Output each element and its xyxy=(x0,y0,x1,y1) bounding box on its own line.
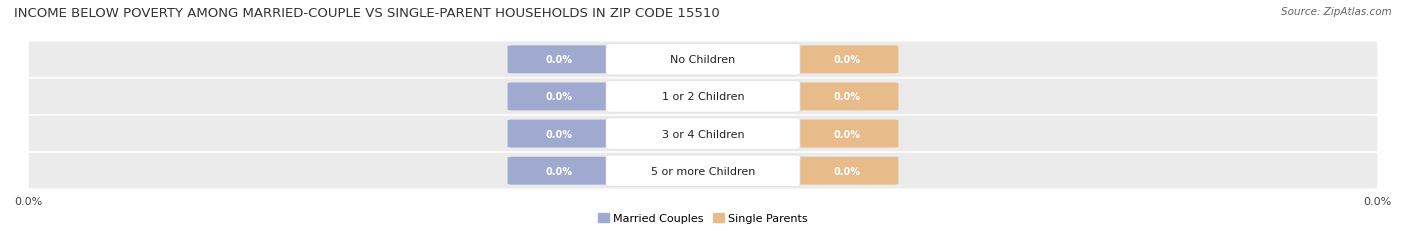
FancyBboxPatch shape xyxy=(796,120,898,148)
Text: 0.0%: 0.0% xyxy=(834,55,860,65)
Text: 0.0%: 0.0% xyxy=(1364,196,1392,206)
FancyBboxPatch shape xyxy=(508,120,610,148)
Text: 0.0%: 0.0% xyxy=(14,196,42,206)
FancyBboxPatch shape xyxy=(508,157,610,185)
Text: 0.0%: 0.0% xyxy=(546,129,572,139)
Text: 0.0%: 0.0% xyxy=(834,166,860,176)
FancyBboxPatch shape xyxy=(28,79,1378,116)
Text: 1 or 2 Children: 1 or 2 Children xyxy=(662,92,744,102)
FancyBboxPatch shape xyxy=(508,83,610,111)
Text: 5 or more Children: 5 or more Children xyxy=(651,166,755,176)
Text: 0.0%: 0.0% xyxy=(546,166,572,176)
FancyBboxPatch shape xyxy=(28,42,1378,79)
FancyBboxPatch shape xyxy=(796,46,898,74)
Text: No Children: No Children xyxy=(671,55,735,65)
FancyBboxPatch shape xyxy=(606,118,800,150)
FancyBboxPatch shape xyxy=(28,116,1378,152)
Text: 0.0%: 0.0% xyxy=(834,129,860,139)
Text: 0.0%: 0.0% xyxy=(546,92,572,102)
FancyBboxPatch shape xyxy=(606,81,800,113)
FancyBboxPatch shape xyxy=(28,152,1378,189)
FancyBboxPatch shape xyxy=(796,157,898,185)
Text: 0.0%: 0.0% xyxy=(546,55,572,65)
Legend: Married Couples, Single Parents: Married Couples, Single Parents xyxy=(596,211,810,225)
FancyBboxPatch shape xyxy=(508,46,610,74)
Text: 0.0%: 0.0% xyxy=(834,92,860,102)
Text: Source: ZipAtlas.com: Source: ZipAtlas.com xyxy=(1281,7,1392,17)
FancyBboxPatch shape xyxy=(796,83,898,111)
FancyBboxPatch shape xyxy=(606,44,800,76)
FancyBboxPatch shape xyxy=(606,155,800,187)
Text: 3 or 4 Children: 3 or 4 Children xyxy=(662,129,744,139)
Text: INCOME BELOW POVERTY AMONG MARRIED-COUPLE VS SINGLE-PARENT HOUSEHOLDS IN ZIP COD: INCOME BELOW POVERTY AMONG MARRIED-COUPL… xyxy=(14,7,720,20)
